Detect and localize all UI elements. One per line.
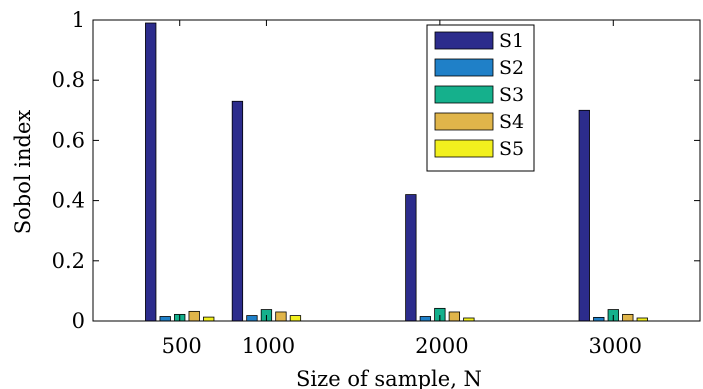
bar-s1-2000 xyxy=(405,194,417,322)
bar-s2-2000 xyxy=(419,316,432,322)
legend-swatch-s4 xyxy=(434,112,494,131)
x-tick-label: 1000 xyxy=(242,334,295,358)
x-tick-label: 3000 xyxy=(589,334,642,358)
legend-label-s5: S5 xyxy=(499,138,524,160)
bar-s4-3000 xyxy=(622,313,634,322)
x-axis-label: Size of sample, N xyxy=(296,367,482,389)
bar-s5-500 xyxy=(203,316,215,322)
bar-s4-1000 xyxy=(275,311,287,322)
bars xyxy=(145,22,648,322)
bar-s2-500 xyxy=(159,316,171,322)
y-tick-label: 0 xyxy=(72,309,85,333)
legend-swatch-s3 xyxy=(434,85,494,104)
bar-s1-3000 xyxy=(578,109,590,322)
x-tick-label: 2000 xyxy=(415,334,468,358)
axes-box xyxy=(92,19,701,322)
plot-background xyxy=(93,20,700,321)
legend: S1 S2 S3 S4 S5 xyxy=(426,24,535,172)
bar-s2-3000 xyxy=(593,316,605,322)
plot-area xyxy=(93,20,700,321)
legend-label-s4: S4 xyxy=(499,111,524,133)
y-tick-label: 0.8 xyxy=(52,68,85,92)
legend-swatch-s1 xyxy=(434,31,494,50)
legend-swatch-s2 xyxy=(434,58,494,77)
legend-swatch-s5 xyxy=(434,139,494,158)
bar-s2-1000 xyxy=(246,315,258,322)
bar-s4-500 xyxy=(188,310,200,322)
y-tick-label: 1 xyxy=(72,8,85,32)
y-tick-label: 0.4 xyxy=(52,189,85,213)
bar-s4-2000 xyxy=(448,311,461,322)
legend-label-s1: S1 xyxy=(499,30,524,52)
ticks: 0 0.2 0.4 0.6 0.8 1 500 1000 2000 3000 xyxy=(52,8,700,358)
legend-label-s3: S3 xyxy=(499,84,524,106)
bar-s5-1000 xyxy=(289,315,302,322)
y-axis-label: Sobol index xyxy=(11,110,35,235)
bar-s1-500 xyxy=(145,22,157,322)
y-tick-label: 0.6 xyxy=(52,128,85,152)
bar-s1-1000 xyxy=(231,100,244,322)
x-tick-label: 500 xyxy=(162,334,202,358)
y-tick-label: 0.2 xyxy=(52,249,85,273)
axes xyxy=(92,19,701,322)
legend-label-s2: S2 xyxy=(499,57,524,79)
